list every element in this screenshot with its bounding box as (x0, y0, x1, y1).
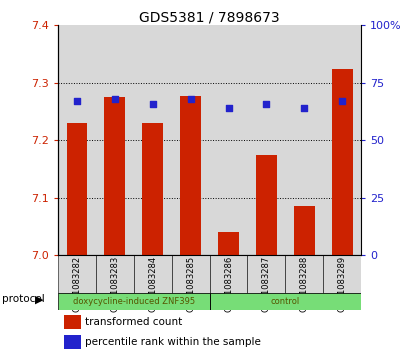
Point (187, 96, 194, 102)
Bar (294, 207, 315, 255)
Text: GSM1083289: GSM1083289 (338, 256, 347, 312)
Text: GSM1083287: GSM1083287 (262, 256, 271, 313)
Text: GSM1083284: GSM1083284 (148, 256, 157, 312)
Point (225, 105, 232, 111)
Text: control: control (271, 297, 300, 306)
Bar (58, 293, 210, 310)
Text: GSM1083288: GSM1083288 (300, 256, 309, 313)
Text: transformed count: transformed count (85, 317, 183, 327)
Text: GSM1083283: GSM1083283 (110, 256, 120, 313)
Bar (172, 25, 210, 255)
Bar (286, 25, 323, 255)
Bar (180, 95, 201, 255)
Bar (332, 69, 352, 255)
Bar (96, 255, 134, 293)
Bar (64, 315, 81, 329)
Bar (210, 293, 361, 310)
Bar (96, 25, 134, 255)
Point (149, 101, 156, 106)
Text: ▶: ▶ (35, 294, 44, 305)
Bar (58, 255, 96, 293)
Text: GSM1083282: GSM1083282 (73, 256, 81, 312)
Text: doxycycline-induced ZNF395: doxycycline-induced ZNF395 (73, 297, 195, 306)
Text: percentile rank within the sample: percentile rank within the sample (85, 337, 261, 347)
Text: GSM1083285: GSM1083285 (186, 256, 195, 312)
Bar (134, 25, 172, 255)
Bar (134, 255, 172, 293)
Point (263, 101, 270, 106)
Bar (286, 255, 323, 293)
Bar (105, 97, 125, 255)
Bar (323, 255, 361, 293)
Bar (247, 25, 285, 255)
Bar (58, 25, 96, 255)
Bar (67, 123, 88, 255)
Point (74, 98, 81, 104)
Bar (64, 335, 81, 349)
Bar (256, 155, 277, 255)
Point (339, 98, 345, 104)
Bar (210, 255, 247, 293)
Point (301, 105, 308, 111)
Title: GDS5381 / 7898673: GDS5381 / 7898673 (139, 10, 280, 24)
Bar (247, 255, 285, 293)
Bar (172, 255, 210, 293)
Bar (210, 25, 247, 255)
Bar (323, 25, 361, 255)
Bar (142, 123, 163, 255)
Text: GSM1083286: GSM1083286 (224, 256, 233, 313)
Bar (218, 232, 239, 255)
Text: protocol: protocol (2, 294, 45, 305)
Point (112, 96, 118, 102)
